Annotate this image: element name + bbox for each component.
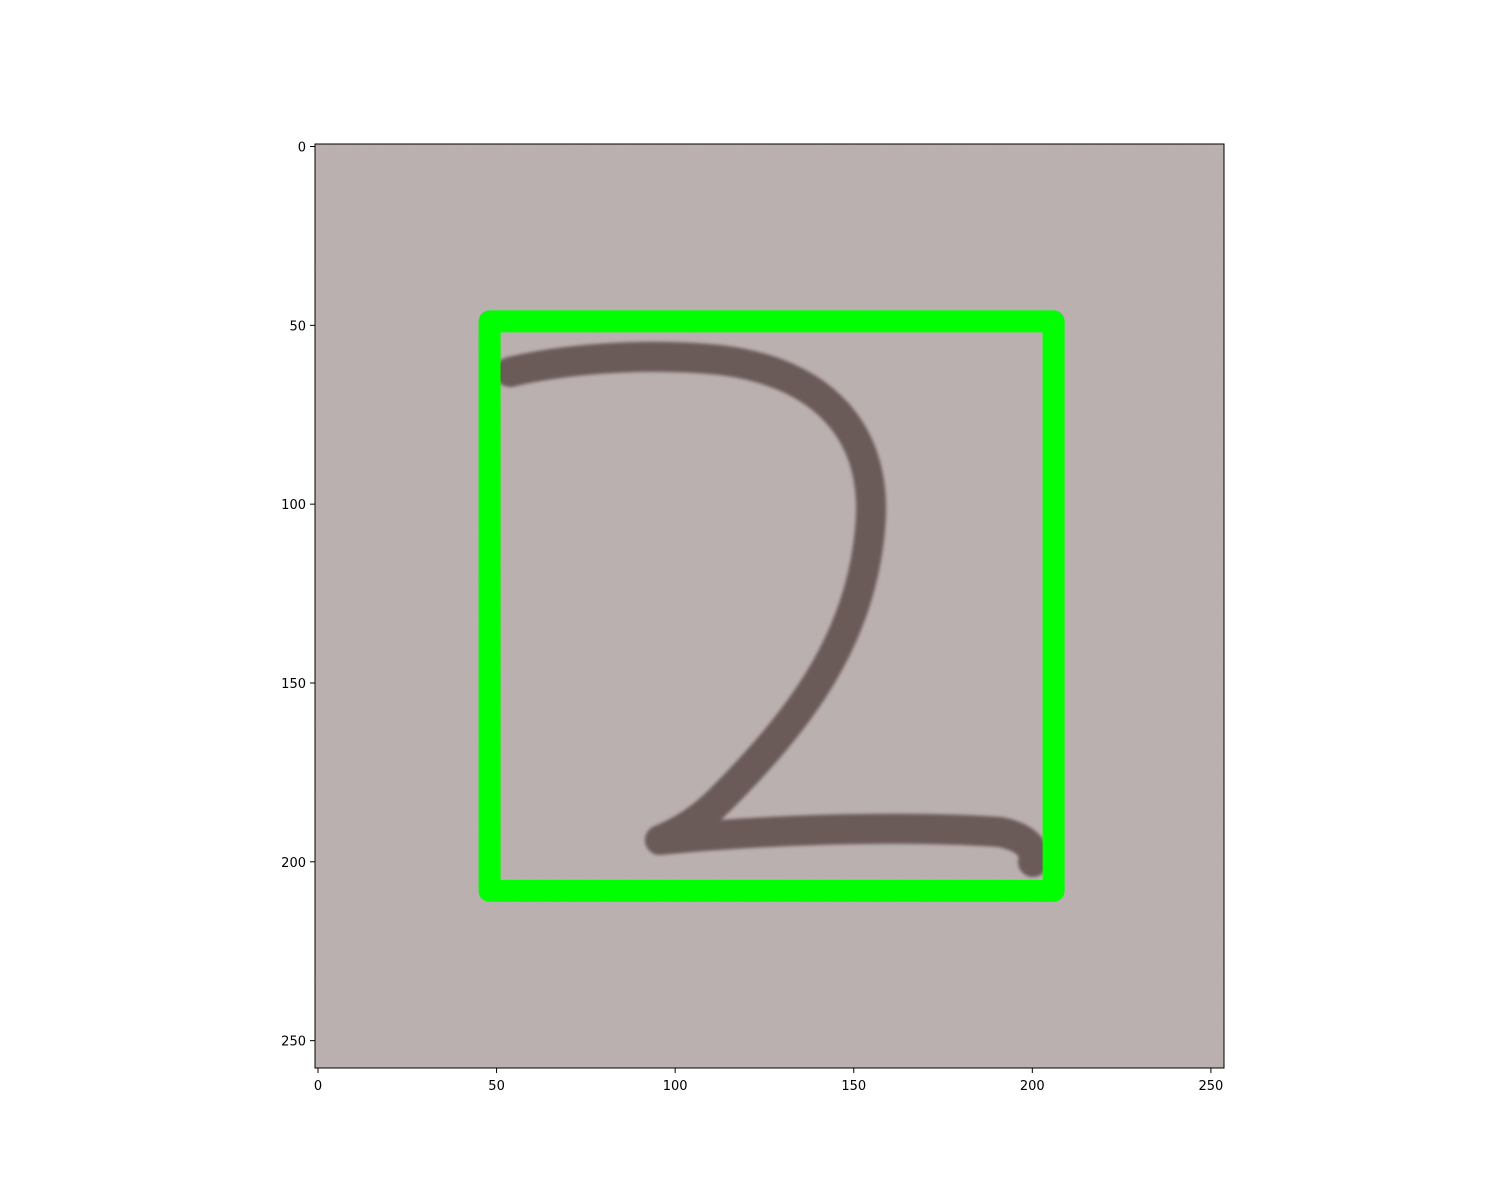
x-tick-label: 150 xyxy=(841,1079,866,1094)
x-axis: 0 50 100 150 200 250 xyxy=(314,1068,1223,1094)
y-tick-label: 100 xyxy=(281,498,306,513)
x-tick-label: 250 xyxy=(1198,1079,1223,1094)
detection-bounding-box xyxy=(478,310,1065,902)
paper-background xyxy=(315,144,1224,1068)
image-area xyxy=(315,144,1224,1068)
y-tick-label: 50 xyxy=(289,319,306,334)
x-tick-label: 50 xyxy=(488,1079,505,1094)
x-tick-label: 200 xyxy=(1020,1079,1045,1094)
y-tick-label: 150 xyxy=(281,677,306,692)
y-tick-label: 200 xyxy=(281,856,306,871)
y-tick-label: 0 xyxy=(298,141,306,156)
y-axis: 0 50 100 150 200 250 xyxy=(281,141,315,1050)
axes-frame xyxy=(314,143,1225,1069)
x-tick-label: 100 xyxy=(663,1079,688,1094)
handwritten-digit-two xyxy=(495,341,1049,877)
y-tick-label: 250 xyxy=(281,1035,306,1050)
x-tick-label: 0 xyxy=(314,1079,322,1094)
